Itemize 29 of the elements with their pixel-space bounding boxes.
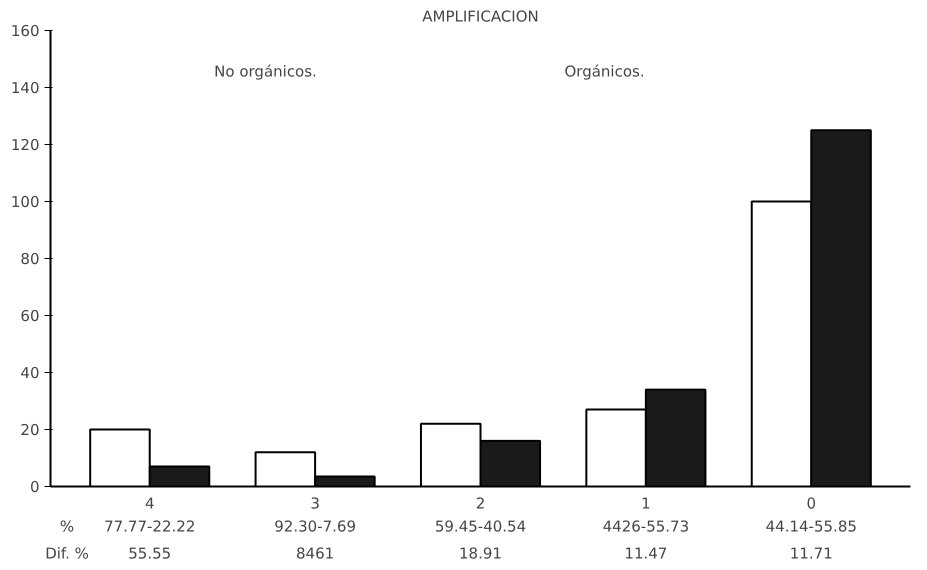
x-tick-label: 2	[476, 494, 486, 512]
text: 8461	[296, 544, 334, 562]
text: 59.45-40.54	[434, 518, 526, 536]
x-tick-label: 1	[641, 494, 651, 512]
annotation: Orgánicos.	[564, 62, 645, 81]
text: 77.77-22.22	[104, 518, 196, 536]
text: Dif. %	[45, 544, 89, 562]
x-tick-label: 4	[144, 494, 155, 512]
annotation: No orgánicos.	[214, 62, 317, 81]
text: 11.71	[790, 544, 833, 562]
chart-title: AMPLIFICACION	[422, 8, 539, 26]
y-tick-label: 40	[20, 364, 40, 382]
y-tick-label: 160	[10, 22, 40, 40]
x-tick-label: 3	[310, 494, 320, 512]
text: %	[60, 518, 74, 536]
y-tick-label: 120	[10, 136, 40, 154]
text: 44.14-55.85	[766, 518, 857, 536]
text: 55.55	[128, 544, 172, 562]
text: 11.47	[624, 544, 668, 562]
y-tick-label: 0	[30, 478, 40, 496]
x-tick-label: 0	[806, 494, 816, 512]
text: 4426-55.73	[602, 518, 690, 536]
y-tick-label: 60	[20, 307, 40, 325]
y-tick-label: 140	[10, 79, 40, 97]
y-tick-label: 80	[20, 250, 40, 268]
text: 18.91	[459, 544, 502, 562]
y-tick-label: 20	[20, 421, 40, 439]
text: 92.30-7.69	[274, 518, 356, 536]
y-tick-label: 100	[10, 193, 40, 211]
